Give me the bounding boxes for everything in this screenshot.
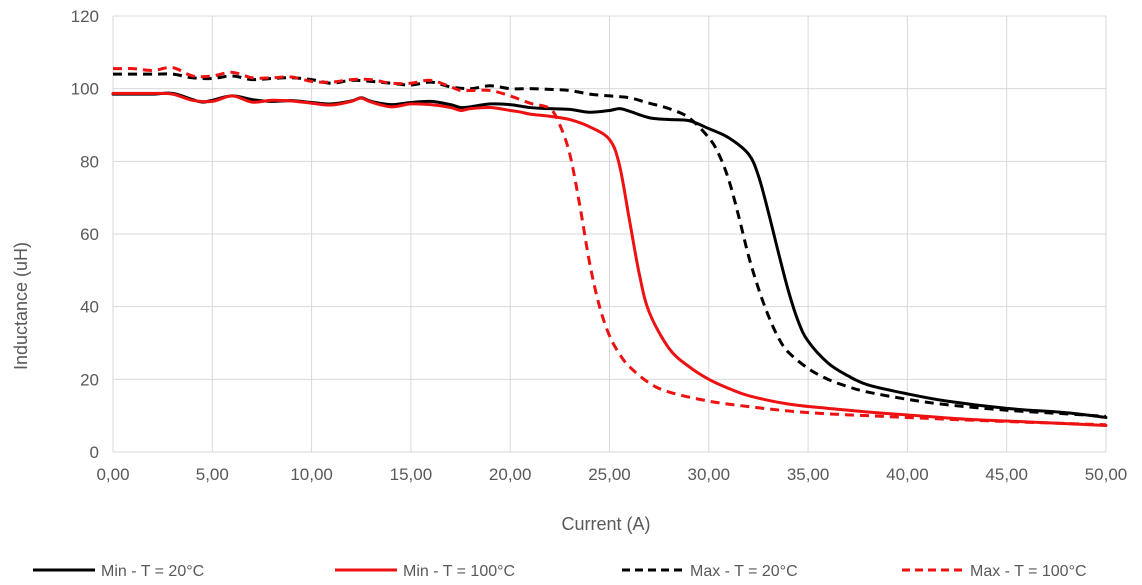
grid-layer — [112, 15, 1107, 453]
x-tick-label: 45,00 — [985, 465, 1028, 484]
series-line-max-20c — [113, 72, 1107, 418]
legend-label-min-20c: Min - T = 20°C — [101, 563, 204, 580]
y-tick-label: 60 — [80, 225, 99, 244]
x-tick-label: 15,00 — [390, 465, 433, 484]
x-tick-label: 30,00 — [688, 465, 731, 484]
y-tick-label: 100 — [71, 80, 99, 99]
y-tick-label: 40 — [80, 298, 99, 317]
legend-label-max-100c: Max - T = 100°C — [970, 563, 1087, 580]
x-tick-label: 40,00 — [886, 465, 929, 484]
series-line-min-100c — [111, 91, 1108, 427]
x-tick-label: 0,00 — [96, 465, 129, 484]
y-tick-label: 20 — [80, 370, 99, 389]
x-tick-label: 20,00 — [489, 465, 532, 484]
x-tick-label: 35,00 — [787, 465, 830, 484]
series-line-min-20c — [111, 91, 1108, 419]
x-tick-label: 5,00 — [196, 465, 229, 484]
y-tick-label: 80 — [80, 152, 99, 171]
x-tick-label: 25,00 — [588, 465, 631, 484]
y-tick-label: 0 — [90, 443, 99, 462]
series-line-max-100c — [112, 65, 1107, 427]
series-layer — [111, 65, 1108, 427]
y-tick-label: 120 — [71, 7, 99, 26]
legend-label-max-20c: Max - T = 20°C — [690, 563, 798, 580]
x-tick-label: 10,00 — [290, 465, 333, 484]
x-tick-label: 50,00 — [1085, 465, 1128, 484]
legend: Min - T = 20°C Min - T = 100°C Max - T = 2… — [33, 563, 1087, 580]
y-axis-title: Inductance (uH) — [11, 242, 31, 370]
tick-label-layer: 0,00 5,00 10,00 15,00 20,00 25,00 30,00 35,00 40… — [71, 7, 1128, 484]
legend-label-min-100c: Min - T = 100°C — [403, 563, 515, 580]
x-axis-title: Current (A) — [561, 514, 650, 534]
